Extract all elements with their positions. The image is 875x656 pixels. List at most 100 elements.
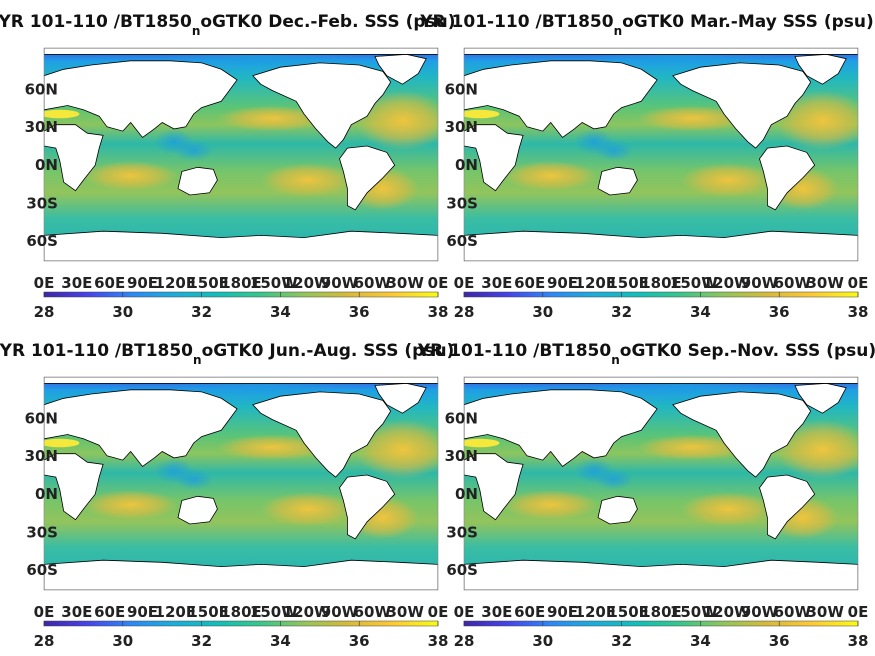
sss-field xyxy=(463,47,859,262)
high-salinity-region xyxy=(680,163,776,198)
x-tick-label: 0E xyxy=(454,603,475,621)
x-tick-label: 90E xyxy=(547,274,578,292)
high-salinity-region xyxy=(775,90,858,151)
x-tick-label: 180E xyxy=(640,603,682,621)
high-salinity-region xyxy=(355,90,438,151)
title-suffix: oGTK0 Sep.-Nov. SSS (psu) xyxy=(620,341,875,361)
land-australia xyxy=(597,495,638,525)
x-tick-label: 60W xyxy=(774,603,812,621)
colorbar-tick-label: 28 xyxy=(34,303,55,321)
y-tick-label: 60N xyxy=(25,81,58,99)
map-frame xyxy=(43,376,439,591)
title-subscript: n xyxy=(614,24,623,38)
colorbar xyxy=(43,291,439,298)
x-tick-label: 30W xyxy=(386,603,424,621)
x-tick-label: 0E xyxy=(428,274,449,292)
land-africa xyxy=(464,453,524,521)
map-panel-4: YR 101-110 /BT1850noGTK0 Sep.-Nov. SSS (… xyxy=(417,341,875,650)
x-tick-label: 0E xyxy=(454,274,475,292)
x-tick-label: 150E xyxy=(187,274,229,292)
x-tick-label: 30E xyxy=(61,603,92,621)
colorbar-tick-label: 36 xyxy=(769,632,790,650)
x-tick-label: 60E xyxy=(94,603,125,621)
x-tick-label: 0E xyxy=(34,274,55,292)
colorbar-tick-label: 32 xyxy=(611,303,632,321)
sss-field xyxy=(43,47,439,262)
x-tick-label: 90W xyxy=(321,274,359,292)
y-tick-label: 60S xyxy=(26,232,58,250)
mediterranean-high xyxy=(44,438,80,448)
sss-field xyxy=(463,376,859,591)
high-salinity-region xyxy=(83,489,178,520)
land-greenland xyxy=(794,53,847,85)
title-prefix: YR 101-110 /BT1850 xyxy=(417,341,612,361)
colorbar-tick-label: 36 xyxy=(769,303,790,321)
x-tick-label: 60W xyxy=(774,274,812,292)
x-tick-label: 150E xyxy=(607,274,649,292)
colorbar-tick-label: 32 xyxy=(191,632,212,650)
land-greenland xyxy=(374,382,427,414)
land-arctic xyxy=(464,377,858,384)
y-tick-label: 0N xyxy=(35,156,58,174)
colorbar-tick-label: 28 xyxy=(454,632,475,650)
high-salinity-region xyxy=(83,160,178,191)
x-tick-label: 150W xyxy=(670,274,718,292)
y-tick-label: 60N xyxy=(445,410,478,428)
land-arctic xyxy=(44,48,438,55)
x-tick-label: 120W xyxy=(703,603,751,621)
y-tick-label: 30N xyxy=(25,447,58,465)
land-greenland xyxy=(374,53,427,85)
mediterranean-high xyxy=(464,109,500,119)
mediterranean-high xyxy=(44,109,80,119)
map-panel-1: YR 101-110 /BT1850noGTK0 Dec.-Feb. SSS (… xyxy=(0,12,456,321)
x-tick-label: 120W xyxy=(283,603,331,621)
y-tick-label: 60S xyxy=(26,561,58,579)
x-tick-label: 150W xyxy=(670,603,718,621)
x-tick-label: 0E xyxy=(848,603,869,621)
high-salinity-region xyxy=(775,419,858,480)
x-tick-label: 120E xyxy=(155,274,197,292)
map-frame xyxy=(43,47,439,262)
high-salinity-region xyxy=(503,489,598,520)
x-tick-label: 0E xyxy=(34,603,55,621)
colorbar-tick-label: 36 xyxy=(349,303,370,321)
map-frame xyxy=(463,376,859,591)
x-tick-label: 180E xyxy=(220,603,262,621)
land-antarctica xyxy=(464,230,858,261)
x-tick-label: 150W xyxy=(250,274,298,292)
high-salinity-region xyxy=(217,434,328,461)
title-suffix: oGTK0 Dec.-Feb. SSS (psu) xyxy=(200,12,455,32)
sss-field xyxy=(43,376,439,591)
colorbar-tick-label: 34 xyxy=(690,303,711,321)
x-tick-label: 60W xyxy=(354,603,392,621)
x-tick-label: 90E xyxy=(127,274,158,292)
land-namerica xyxy=(252,391,392,478)
land-africa xyxy=(44,124,104,192)
x-tick-label: 120W xyxy=(703,274,751,292)
x-tick-label: 90E xyxy=(127,603,158,621)
x-tick-label: 30W xyxy=(386,274,424,292)
colorbar xyxy=(43,620,439,627)
land-africa xyxy=(44,453,104,521)
x-tick-label: 0E xyxy=(848,274,869,292)
land-samerica xyxy=(759,145,816,211)
x-tick-label: 150E xyxy=(607,603,649,621)
colorbar-tick-label: 32 xyxy=(191,303,212,321)
land-antarctica xyxy=(44,559,438,590)
low-salinity-region xyxy=(594,468,634,490)
title-prefix: YR 101-110 /BT1850 xyxy=(0,341,193,361)
high-salinity-region xyxy=(637,105,748,132)
land-namerica xyxy=(672,391,812,478)
panel-title: YR 101-110 /BT1850noGTK0 Mar.-May SSS (p… xyxy=(419,12,874,38)
x-tick-label: 180E xyxy=(640,274,682,292)
x-tick-label: 90W xyxy=(321,603,359,621)
y-tick-label: 60N xyxy=(25,410,58,428)
title-prefix: YR 101-110 /BT1850 xyxy=(419,12,614,32)
high-salinity-region xyxy=(260,492,356,527)
y-tick-label: 30S xyxy=(26,194,58,212)
land-australia xyxy=(597,166,638,196)
y-tick-label: 0N xyxy=(455,156,478,174)
land-greenland xyxy=(794,382,847,414)
y-tick-label: 30S xyxy=(446,523,478,541)
low-salinity-region xyxy=(174,139,214,161)
